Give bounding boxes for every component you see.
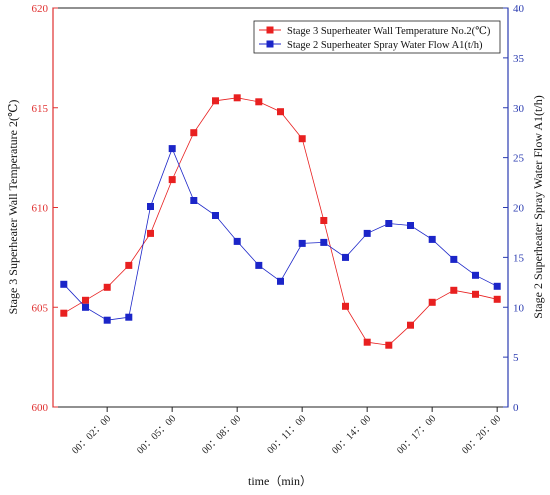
series-1-point (255, 261, 263, 269)
series-1-point (342, 253, 349, 261)
series-line-0 (63, 97, 498, 346)
legend-box (253, 20, 501, 54)
series-0-point (298, 135, 306, 143)
series-1-point (320, 238, 328, 246)
right-tick-label: 10 (513, 302, 525, 314)
series-1-point (147, 203, 154, 210)
series-0-point (212, 97, 219, 105)
series-1-point (168, 145, 176, 153)
x-axis-ticks: 00：02：00 00：05：00 00：08：00 00：11：00 00：14：00… (70, 407, 503, 456)
series-1-point (493, 282, 501, 290)
legend-label-temperature: Stage 3 Superheater Wall Temperature No.… (287, 26, 491, 37)
legend: Stage 3 Superheater Wall Temperature No.… (253, 20, 501, 54)
series-0-point (82, 296, 89, 304)
series-1-point (450, 255, 458, 263)
series-1-point (82, 303, 89, 311)
series-0-point (277, 108, 284, 116)
series-1-point (103, 316, 111, 324)
series-0-point (190, 129, 198, 137)
left-tick-label: 600 (32, 402, 49, 414)
right-tick-label: 0 (513, 402, 519, 414)
series-0-point (233, 94, 241, 102)
left-tick-label: 610 (32, 203, 49, 215)
series-0-point (255, 98, 263, 106)
series-1-point (472, 271, 479, 279)
series-0-point (60, 309, 68, 317)
series-0-point (407, 321, 414, 329)
series-1-point (125, 313, 133, 321)
right-tick-label: 25 (513, 153, 525, 165)
series-0-point (472, 290, 479, 298)
left-axis-title: Stage 3 Superheater Wall Temperature 2(℃… (6, 100, 20, 315)
x-axis-title: time（min） (248, 474, 312, 488)
right-tick-label: 20 (513, 203, 525, 215)
x-tick-label: 00：14：00 (330, 413, 373, 456)
legend-marker-temperature (266, 26, 274, 34)
series-1-point (363, 229, 371, 237)
series-0-point (385, 341, 393, 349)
series-1-point (385, 220, 393, 227)
legend-label-flow: Stage 2 Superheater Spray Water Flow A1(… (287, 40, 483, 51)
x-tick-label: 00：08：00 (200, 413, 243, 456)
series-1-point (233, 237, 241, 245)
series-0-point (450, 286, 458, 294)
x-tick-label: 00：20：00 (460, 413, 503, 456)
right-tick-label: 40 (513, 3, 525, 15)
series-0-point (125, 261, 133, 269)
right-axis-ticks: 0 5 10 15 20 25 30 35 40 (503, 3, 525, 414)
series-0-point (103, 283, 111, 291)
series-0-point (168, 176, 176, 184)
series-1-point (298, 239, 306, 247)
series-0-point (342, 302, 349, 310)
series-1-point (60, 280, 68, 288)
left-tick-label: 620 (32, 3, 49, 15)
left-tick-label: 605 (32, 302, 49, 314)
plot-frame (52, 7, 509, 408)
series-0-point (363, 338, 371, 346)
right-tick-label: 15 (513, 252, 525, 264)
right-tick-label: 5 (513, 352, 519, 364)
left-tick-label: 615 (32, 103, 49, 115)
x-tick-label: 00：11：00 (265, 413, 308, 456)
right-tick-label: 35 (513, 53, 525, 65)
right-tick-label: 30 (513, 103, 525, 115)
legend-marker-flow (266, 40, 274, 48)
series-1-point (407, 222, 414, 229)
x-tick-label: 00：05：00 (135, 413, 178, 456)
series-line-1 (63, 147, 498, 321)
x-tick-label: 00：02：00 (70, 413, 113, 456)
series-0-point (493, 295, 501, 303)
series-1-point (190, 197, 198, 204)
series-1-point (428, 235, 436, 243)
right-axis-title: Stage 2 Superheater Spray Water Flow A1(… (531, 95, 545, 318)
x-tick-label: 00：17：00 (395, 413, 438, 456)
series-0-point (147, 229, 154, 237)
left-axis-ticks: 600 605 610 615 620 (32, 3, 58, 414)
series-0-point (320, 217, 328, 224)
series-0-point (428, 298, 436, 306)
series-1-point (277, 277, 284, 285)
series-1-point (212, 212, 219, 219)
series-layer (60, 94, 501, 349)
